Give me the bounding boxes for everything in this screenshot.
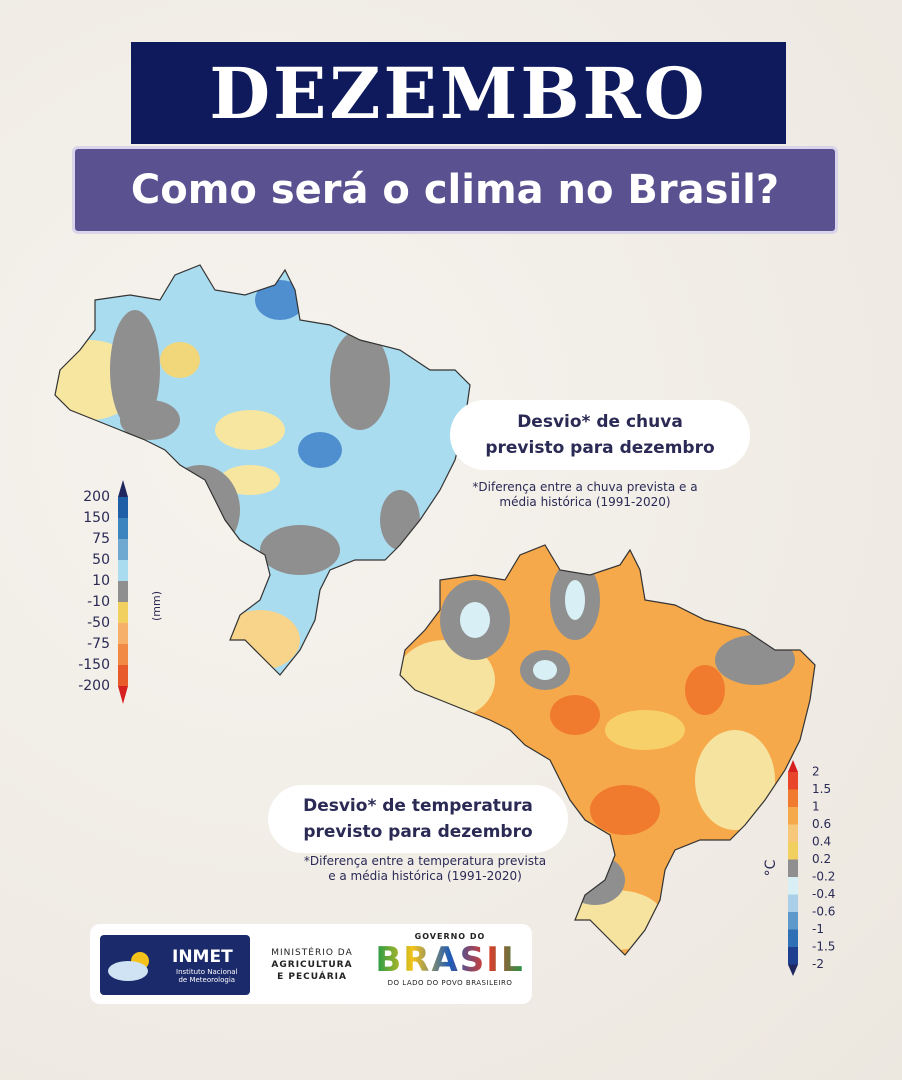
legend-tick-label: -0.6 — [812, 905, 835, 919]
legend-tick-label: 2 — [812, 765, 820, 779]
legend-tick-label: -10 — [87, 594, 110, 610]
temperature-note-1: *Diferença entre a temperatura prevista — [303, 854, 547, 868]
legend-tick-label: -1.5 — [812, 940, 835, 954]
logos-box: INMET Instituto Nacional de Meteorologia… — [90, 924, 532, 1004]
temperature-title-2: previsto para dezembro — [303, 822, 533, 842]
temperature-colorbar — [788, 760, 798, 976]
rain-ticks: 200 150 75 50 10 -10 -50 -75 -150 -200 — [78, 489, 110, 694]
rain-title-2: previsto para dezembro — [485, 438, 715, 458]
legend-tick-label: 1 — [812, 800, 820, 814]
legend-tick-label: -50 — [87, 615, 110, 631]
gov-top: GOVERNO DO — [414, 932, 486, 941]
legend-tick-label: -150 — [78, 657, 110, 673]
inmet-sub-2: de Meteorologia — [178, 976, 236, 984]
inmet-icon — [108, 952, 149, 981]
temperature-callout: Desvio* de temperatura previsto para dez… — [268, 785, 568, 853]
legend-tick-label: 75 — [92, 531, 110, 547]
temperature-note-2: e a média histórica (1991-2020) — [328, 869, 522, 883]
subtitle: Como será o clima no Brasil? — [130, 167, 780, 213]
gov-logo: GOVERNO DO BRASIL DO LADO DO POVO BRASIL… — [375, 932, 525, 987]
legend-tick-label: 10 — [92, 573, 110, 589]
temperature-map — [399, 544, 816, 956]
title: DEZEMBRO — [209, 51, 708, 135]
legend-tick-label: 50 — [92, 552, 110, 568]
rain-colorbar — [118, 480, 128, 704]
legend-tick-label: -75 — [87, 636, 110, 652]
legend-tick-label: 0.6 — [812, 817, 831, 831]
inmet-name: INMET — [172, 947, 233, 967]
legend-tick-label: -200 — [78, 678, 110, 694]
legend-tick-label: -0.2 — [812, 870, 835, 884]
temperature-note: *Diferença entre a temperatura prevista … — [275, 854, 575, 884]
gov-main: BRASIL — [375, 940, 525, 980]
temperature-unit: °C — [763, 859, 779, 876]
gov-bottom: DO LADO DO POVO BRASILEIRO — [387, 979, 513, 987]
subtitle-banner: Como será o clima no Brasil? — [72, 146, 838, 234]
legend-tick-label: 150 — [83, 510, 110, 526]
inmet-sub-1: Instituto Nacional — [176, 968, 238, 976]
inmet-logo: INMET Instituto Nacional de Meteorologia — [100, 935, 250, 995]
rain-note-2: média histórica (1991-2020) — [499, 495, 671, 509]
rain-note-1: *Diferença entre a chuva prevista e a — [472, 480, 698, 494]
legend-tick-label: 200 — [83, 489, 110, 505]
ministry-2: AGRICULTURA — [271, 960, 353, 970]
rain-unit: (mm) — [150, 591, 163, 621]
legend-tick-label: 0.2 — [812, 852, 831, 866]
legend-tick-label: -2 — [812, 957, 824, 971]
title-banner: DEZEMBRO — [131, 42, 786, 144]
rain-note: *Diferença entre a chuva prevista e a mé… — [440, 480, 730, 510]
legend-tick-label: 0.4 — [812, 835, 831, 849]
temperature-ticks: 2 1.5 1 0.6 0.4 0.2 -0.2 -0.4 -0.6 -1 -1.5 -2 — [812, 765, 835, 972]
ministry: MINISTÉRIO DA AGRICULTURA E PECUÁRIA — [262, 947, 362, 983]
rain-callout: Desvio* de chuva previsto para dezembro — [450, 400, 750, 470]
temperature-title-1: Desvio* de temperatura — [303, 796, 533, 816]
rain-title-1: Desvio* de chuva — [517, 412, 683, 432]
ministry-1: MINISTÉRIO DA — [271, 948, 353, 958]
legend-tick-label: -1 — [812, 922, 824, 936]
ministry-3: E PECUÁRIA — [277, 972, 347, 982]
legend-tick-label: 1.5 — [812, 782, 831, 796]
inmet-sub: Instituto Nacional de Meteorologia — [176, 968, 238, 984]
legend-tick-label: -0.4 — [812, 887, 835, 901]
